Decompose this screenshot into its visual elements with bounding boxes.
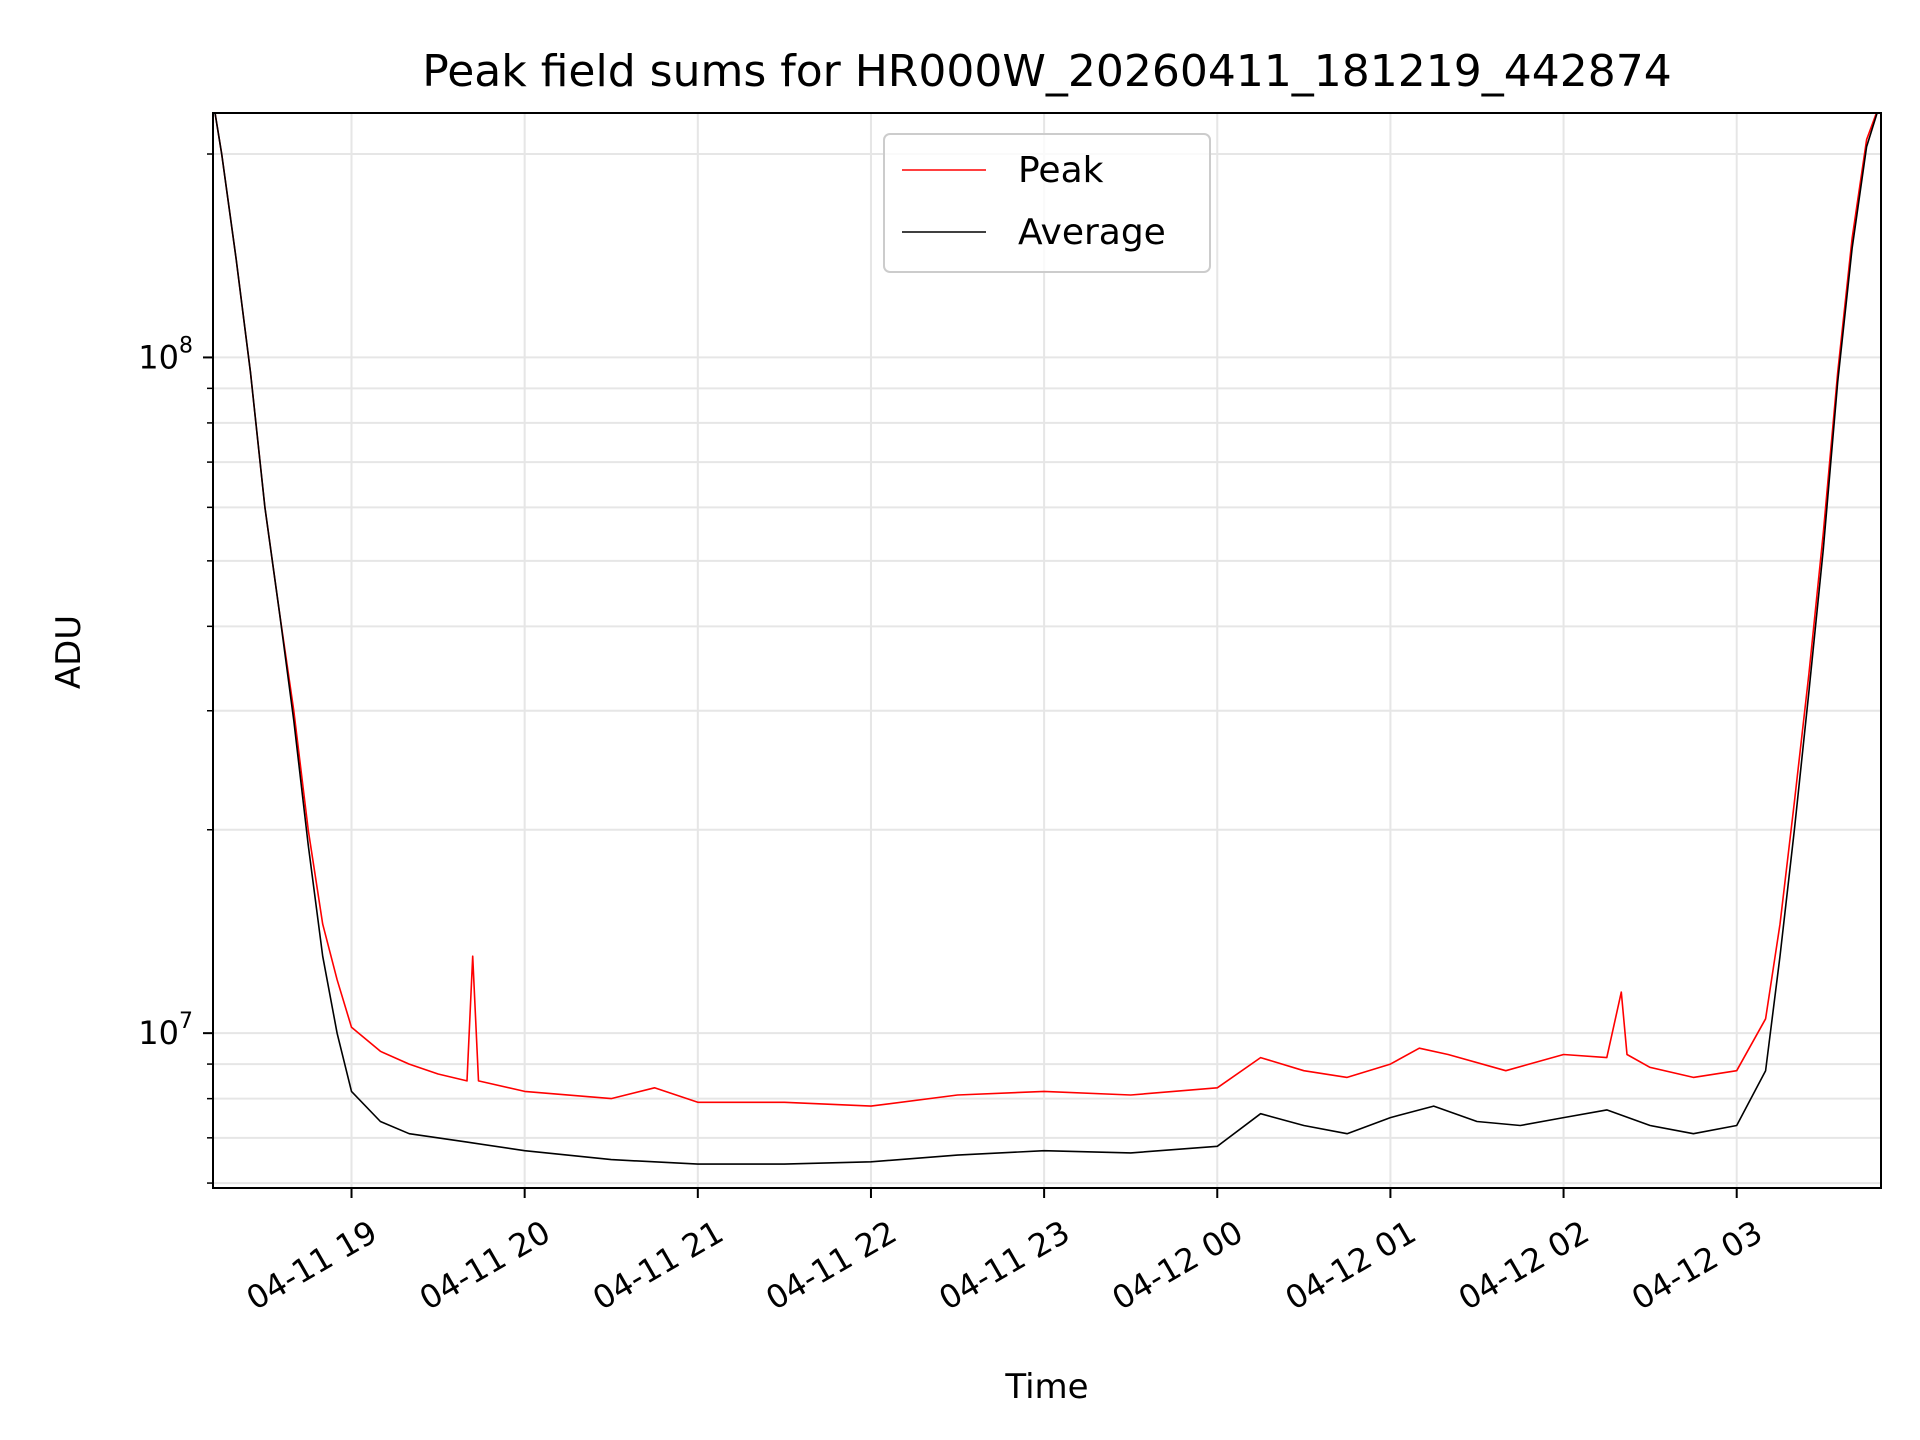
legend-label-average: Average: [1018, 212, 1166, 253]
y-tick-label: 108: [138, 333, 193, 376]
y-tick-label: 107: [138, 1009, 193, 1052]
series-line-average: [214, 113, 1878, 1165]
x-tick-label: 04-11 23: [933, 1213, 1077, 1318]
legend-box: [883, 133, 1211, 273]
chart-title: Peak field sums for HR000W_20260411_1812…: [422, 46, 1672, 97]
x-tick-label: 04-12 01: [1279, 1213, 1423, 1318]
plot-background: [213, 113, 1881, 1188]
series-layer: [214, 113, 1878, 1165]
grid: [213, 113, 1881, 1188]
plot-frame: [212, 112, 1882, 1189]
x-tick-label: 04-11 21: [586, 1213, 730, 1318]
legend-label-peak: Peak: [1018, 150, 1104, 191]
series-line-peak: [214, 113, 1878, 1107]
legend: Peak Average: [883, 133, 1211, 273]
ticks: [203, 153, 1738, 1198]
x-tick-label: 04-12 03: [1625, 1213, 1769, 1318]
x-tick-label: 04-11 22: [759, 1213, 903, 1318]
x-tick-label: 04-12 02: [1452, 1213, 1596, 1318]
x-tick-label: 04-12 00: [1106, 1213, 1250, 1318]
x-tick-label: 04-11 19: [240, 1213, 384, 1318]
y-axis-label: ADU: [49, 615, 89, 689]
x-axis-label: Time: [1004, 1367, 1088, 1407]
x-tick-label: 04-11 20: [413, 1213, 557, 1318]
